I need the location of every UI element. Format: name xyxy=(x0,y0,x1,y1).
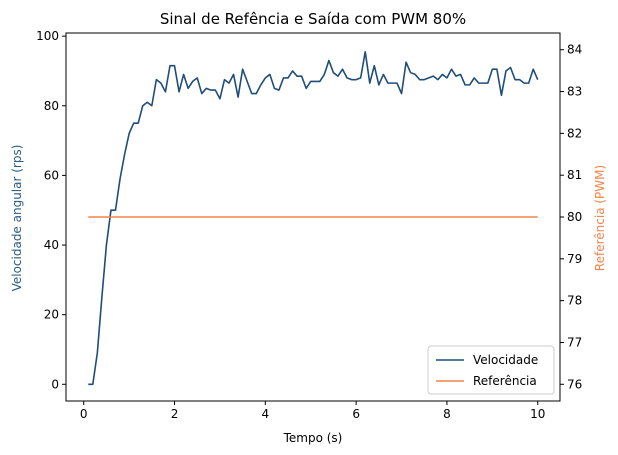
legend-label: Velocidade xyxy=(473,353,538,367)
y-axis-left: 0 20 40 60 80 100 xyxy=(36,29,66,391)
y-right-tick-label: 83 xyxy=(567,85,582,99)
y-axis-left-label: Velocidade angular (rps) xyxy=(10,145,24,292)
y-left-tick-label: 60 xyxy=(44,168,59,182)
chart-title: Sinal de Refência e Saída com PWM 80% xyxy=(160,10,466,28)
y-left-tick-label: 100 xyxy=(36,29,59,43)
y-left-tick-label: 40 xyxy=(44,238,59,252)
y-right-tick-label: 78 xyxy=(567,294,582,308)
x-tick-label: 2 xyxy=(171,407,179,421)
y-right-tick-label: 81 xyxy=(567,168,582,182)
y-right-tick-label: 77 xyxy=(567,335,582,349)
y-right-tick-label: 79 xyxy=(567,252,582,266)
x-tick-label: 8 xyxy=(443,407,451,421)
y-right-tick-label: 76 xyxy=(567,377,582,391)
y-axis-right-label: Referência (PWM) xyxy=(593,165,607,271)
y-right-tick-label: 82 xyxy=(567,126,582,140)
series-line-velocidade xyxy=(88,50,539,386)
legend-label: Referência xyxy=(473,374,537,388)
y-right-tick-label: 80 xyxy=(567,210,582,224)
y-left-tick-label: 80 xyxy=(44,99,59,113)
y-left-tick-label: 20 xyxy=(44,308,59,322)
x-tick-label: 0 xyxy=(80,407,88,421)
x-tick-label: 4 xyxy=(262,407,270,421)
legend-box xyxy=(427,345,555,395)
x-axis-label: Tempo (s) xyxy=(283,431,343,445)
legend: Velocidade Referência xyxy=(427,345,555,395)
y-axis-right: 76 77 78 79 80 81 82 83 84 xyxy=(560,43,582,391)
x-tick-label: 10 xyxy=(530,407,545,421)
y-right-tick-label: 84 xyxy=(567,43,582,57)
x-axis: 0 2 4 6 8 10 xyxy=(80,401,545,421)
y-left-tick-label: 0 xyxy=(51,377,59,391)
x-tick-label: 6 xyxy=(352,407,360,421)
